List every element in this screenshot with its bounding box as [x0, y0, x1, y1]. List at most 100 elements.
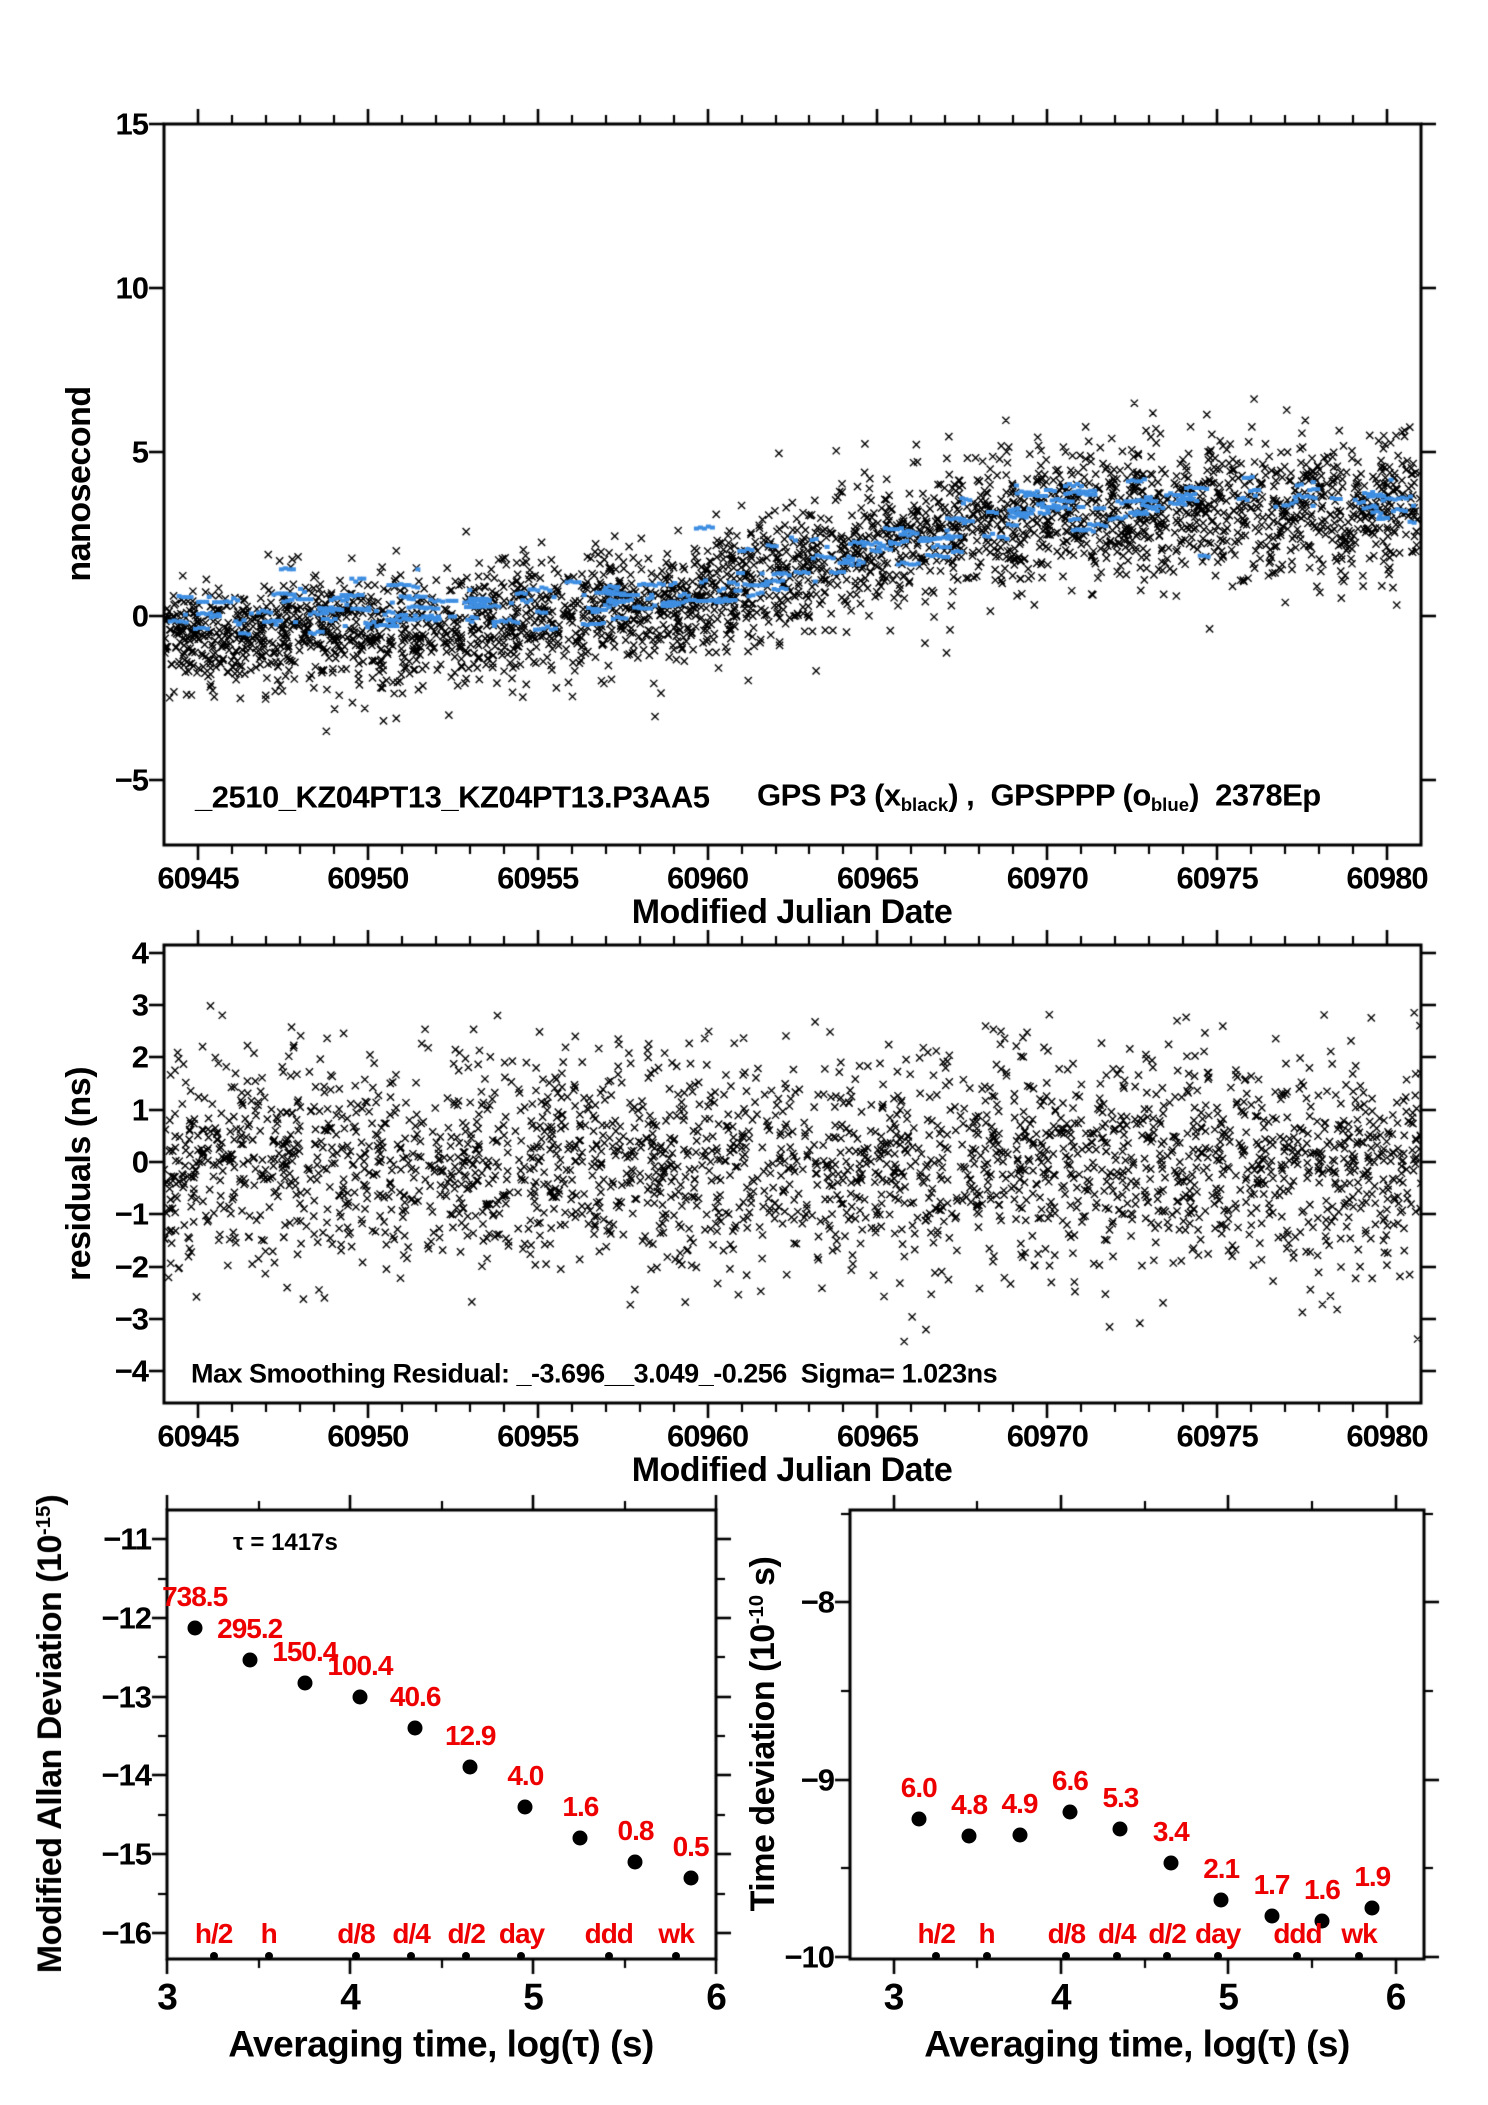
x-tick-label: 60980 — [1346, 1418, 1428, 1454]
point-value-label: 0.8 — [617, 1814, 655, 1846]
time-mark-label: day — [498, 1918, 545, 1949]
y-tick-label: 10 — [115, 270, 149, 306]
y-tick-label: −16 — [101, 1915, 152, 1951]
time-mark-label: d/8 — [1047, 1918, 1086, 1949]
time-mark-label: h/2 — [194, 1918, 233, 1949]
time-mark-label: d/2 — [1148, 1918, 1186, 1949]
y-tick-label: 4 — [131, 935, 149, 971]
data-point — [627, 1854, 643, 1870]
point-value-label: 738.5 — [162, 1581, 228, 1613]
time-mark-dot — [1293, 1952, 1302, 1960]
data-point — [683, 1870, 699, 1886]
panel3-ylabel-main: Modified Allan Deviation (10 — [31, 1535, 69, 1974]
data-point — [187, 1620, 203, 1636]
time-mark-label: wk — [1341, 1918, 1377, 1949]
time-mark-label: d/4 — [1098, 1918, 1136, 1949]
y-tick-label: 5 — [131, 434, 149, 470]
panel1-ylabel: nanosecond — [60, 386, 98, 582]
data-point — [1364, 1900, 1380, 1916]
y-tick-label: −10 — [784, 1939, 835, 1975]
data-point — [517, 1799, 533, 1815]
y-tick-label: −11 — [103, 1521, 152, 1557]
y-tick-label: 15 — [115, 106, 149, 142]
x-tick-label: 60975 — [1176, 860, 1259, 896]
data-point — [1112, 1821, 1128, 1837]
data-point — [297, 1675, 313, 1691]
data-point — [961, 1828, 977, 1844]
time-mark-label: day — [1195, 1918, 1241, 1949]
panel4-ylabel: Time deviation (10-10 s) — [744, 1556, 782, 1912]
point-value-label: 295.2 — [217, 1612, 283, 1644]
time-mark-dot — [462, 1952, 471, 1960]
time-mark-dot — [1163, 1952, 1172, 1960]
point-value-label: 5.3 — [1102, 1781, 1139, 1813]
panel4-ylabel-main: Time deviation (10 — [744, 1624, 782, 1912]
panel4-xlabel: Averaging time, log(τ) (s) — [924, 2023, 1350, 2065]
time-mark-label: d/4 — [392, 1918, 430, 1949]
time-mark-dot — [982, 1952, 991, 1960]
time-mark-label: h — [260, 1918, 278, 1949]
title-subscript-black: black — [900, 793, 949, 815]
x-tick-label: 60945 — [157, 1418, 239, 1454]
panel3-xlabel: Averaging time, log(τ) (s) — [228, 2023, 654, 2065]
time-mark-dot — [672, 1952, 681, 1960]
data-point — [1264, 1908, 1280, 1924]
panel3-tau-note: τ = 1417s — [233, 1529, 338, 1556]
panel1-title-legend: GPS P3 (xblack) , GPSPPP (oblue) 2378Ep — [757, 780, 1321, 815]
point-value-label: 100.4 — [327, 1649, 393, 1681]
point-value-label: 40.6 — [389, 1680, 441, 1712]
x-tick-label: 5 — [1218, 1976, 1239, 2018]
data-point — [1012, 1827, 1028, 1843]
point-value-label: 6.0 — [900, 1772, 938, 1804]
y-tick-label: −12 — [101, 1600, 152, 1636]
point-value-label: 150.4 — [272, 1635, 338, 1667]
y-tick-label: −2 — [114, 1249, 149, 1285]
time-mark-dot — [407, 1952, 416, 1960]
time-mark-label: wk — [658, 1918, 694, 1949]
y-tick-label: −4 — [114, 1353, 149, 1389]
time-mark-dot — [1112, 1952, 1121, 1960]
x-tick-label: 3 — [157, 1976, 178, 2018]
data-point — [462, 1759, 478, 1775]
title-mid-text: ) , GPSPPP (o — [948, 777, 1151, 813]
x-tick-label: 60975 — [1176, 1418, 1259, 1454]
x-tick-label: 6 — [1385, 1976, 1407, 2018]
x-tick-label: 6 — [706, 1976, 727, 2018]
x-tick-label: 60950 — [327, 1418, 409, 1454]
x-tick-label: 60965 — [836, 860, 919, 896]
panel2-annotation: Max Smoothing Residual: _-3.696__3.049_-… — [191, 1358, 998, 1389]
panel3-ylabel: Modified Allan Deviation (10-15) — [31, 1494, 69, 1974]
panel3-ylabel-end: ) — [31, 1494, 69, 1506]
point-value-label: 0.5 — [672, 1830, 710, 1862]
point-value-label: 1.9 — [1354, 1860, 1391, 1892]
time-mark-dot — [352, 1952, 361, 1960]
point-value-label: 1.7 — [1253, 1869, 1291, 1901]
time-mark-dot — [1062, 1952, 1071, 1960]
panel2-xlabel: Modified Julian Date — [631, 1451, 953, 1489]
x-tick-label: 60955 — [497, 1418, 579, 1454]
x-tick-label: 4 — [340, 1976, 361, 2018]
data-point — [1163, 1855, 1179, 1871]
x-tick-label: 60950 — [327, 860, 409, 896]
y-tick-label: 3 — [131, 987, 149, 1023]
x-tick-label: 60965 — [836, 1418, 919, 1454]
time-mark-dot — [1355, 1952, 1364, 1960]
y-tick-label: −5 — [114, 762, 149, 798]
point-value-label: 6.6 — [1051, 1764, 1089, 1796]
title-subscript-blue: blue — [1150, 793, 1190, 815]
data-point — [352, 1689, 368, 1705]
time-mark-label: h — [978, 1918, 995, 1949]
point-value-label: 3.4 — [1152, 1815, 1190, 1847]
y-tick-label: −14 — [101, 1757, 152, 1793]
data-point — [1314, 1913, 1330, 1929]
x-tick-label: 60960 — [666, 1418, 749, 1454]
time-mark-dot — [932, 1952, 941, 1960]
x-tick-label: 60955 — [497, 860, 579, 896]
time-mark-label: ddd — [1273, 1918, 1322, 1949]
panel4-ylabel-end: s) — [744, 1556, 782, 1595]
title-gps-text: GPS P3 (x — [757, 777, 901, 813]
time-mark-label: d/8 — [337, 1918, 375, 1949]
y-tick-label: −8 — [800, 1584, 835, 1620]
time-mark-dot — [604, 1952, 613, 1960]
